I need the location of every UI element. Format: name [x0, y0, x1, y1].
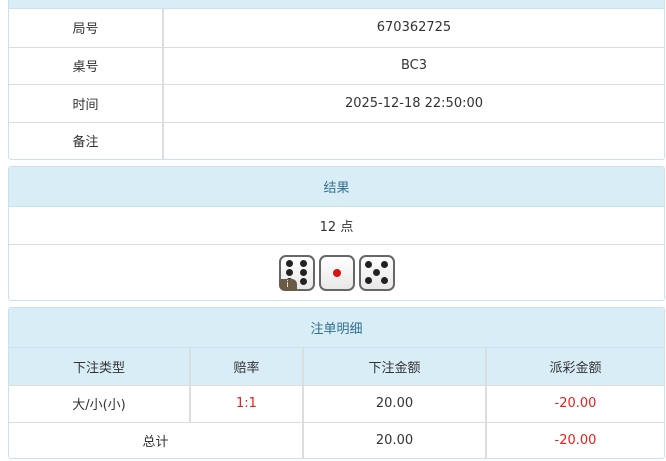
total-row: 总计 20.00 -20.00 [9, 421, 664, 458]
pip [300, 277, 308, 285]
label: 备注 [9, 121, 163, 159]
die-one-icon [318, 254, 355, 291]
pip [333, 269, 341, 277]
pip [365, 261, 372, 268]
result-title: 结果 [9, 167, 664, 207]
total-payout: -20.00 [485, 421, 664, 458]
pip [365, 277, 372, 284]
table-row: 大/小(小) 1:1 20.00 -20.00 [9, 384, 664, 422]
table-id: BC3 [162, 46, 664, 84]
pip [285, 260, 293, 268]
row-table-id: 桌号 BC3 [9, 46, 664, 84]
header-payout: 派彩金额 [485, 348, 664, 385]
label: 时间 [9, 83, 163, 122]
die-five-icon [358, 254, 395, 291]
bet-details-title: 注单明细 [9, 308, 664, 348]
pip [300, 260, 308, 268]
pip [300, 269, 308, 276]
die-six-icon: i [278, 254, 315, 291]
label: 桌号 [9, 46, 163, 84]
bet-table: 下注类型 赔率 下注金额 派彩金额 大/小(小) 1:1 20.00 -20.0… [9, 348, 664, 458]
odds: 1:1 [189, 384, 303, 422]
total-label: 总计 [9, 421, 303, 458]
round-id: 670362725 [162, 9, 664, 47]
pip [285, 269, 293, 276]
bet-amount: 20.00 [302, 384, 486, 422]
note [162, 121, 664, 159]
label: 局号 [72, 22, 99, 38]
pip [373, 269, 380, 276]
bet-type: 大/小(小) [9, 384, 190, 422]
panel-header [9, 0, 664, 9]
round-info-panel: 局号 670362725 桌号 BC3 时间 2025-12-18 22:50:00 … [8, 0, 665, 160]
row-round-id: 局号 670362725 [9, 9, 664, 47]
dice-row: i [9, 244, 664, 300]
result-panel: 结果 12 点 i [8, 166, 665, 301]
result-points: 12 点 [319, 220, 354, 235]
info-icon[interactable]: i [278, 278, 297, 291]
pip [381, 261, 388, 268]
round-info-table: 局号 670362725 桌号 BC3 时间 2025-12-18 22:50:00 … [9, 9, 664, 159]
header-bet-type: 下注类型 [72, 360, 125, 376]
table-header: 下注类型 赔率 下注金额 派彩金额 [9, 348, 664, 385]
row-note: 备注 [9, 121, 664, 159]
bet-details-panel: 注单明细 下注类型 赔率 下注金额 派彩金额 大/小(小) 1:1 20.00 … [8, 307, 665, 459]
header-odds: 赔率 [189, 348, 303, 385]
total-amount: 20.00 [302, 421, 486, 458]
payout: -20.00 [485, 384, 664, 422]
header-amount: 下注金额 [302, 348, 486, 385]
row-time: 时间 2025-12-18 22:50:00 [9, 83, 664, 122]
pip [381, 277, 388, 284]
time: 2025-12-18 22:50:00 [162, 83, 664, 122]
